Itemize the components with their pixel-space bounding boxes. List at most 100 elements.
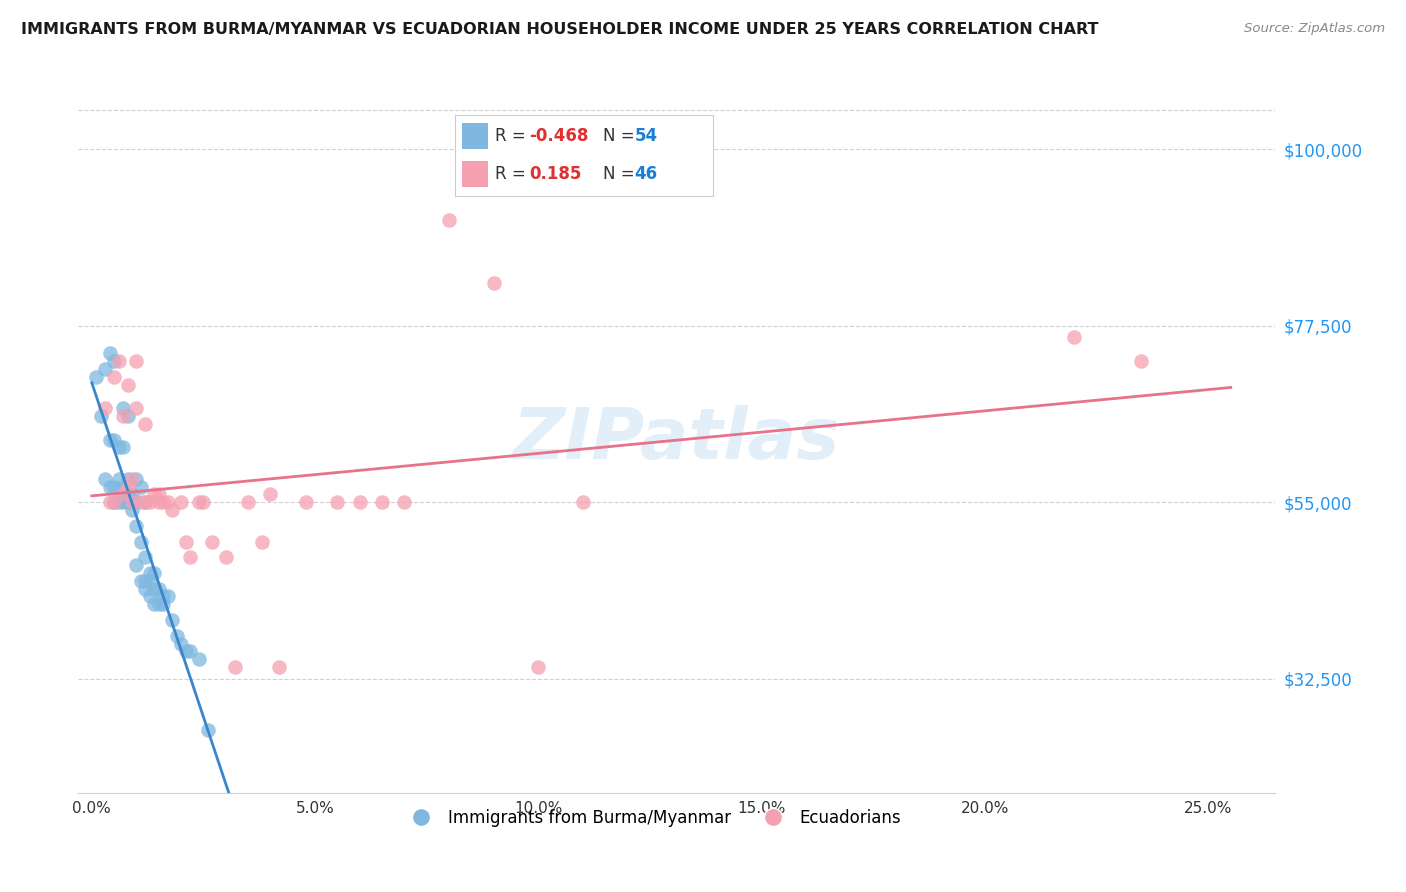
Text: IMMIGRANTS FROM BURMA/MYANMAR VS ECUADORIAN HOUSEHOLDER INCOME UNDER 25 YEARS CO: IMMIGRANTS FROM BURMA/MYANMAR VS ECUADOR… [21, 22, 1098, 37]
Point [139, 566, 162, 580]
Point [156, 590, 179, 604]
Point [143, 597, 166, 611]
Point [121, 472, 143, 486]
Point [143, 566, 166, 580]
Point [107, 441, 129, 455]
Point [121, 487, 143, 501]
Point [160, 613, 183, 627]
Text: ZIPatlas: ZIPatlas [513, 405, 841, 474]
Point [295, 495, 318, 509]
Point [125, 495, 148, 509]
Point [117, 495, 139, 509]
Point [121, 495, 143, 509]
Point [117, 377, 139, 392]
Point [125, 558, 148, 572]
Point [125, 401, 148, 416]
Point [179, 644, 201, 658]
Point [103, 354, 125, 368]
Point [250, 534, 273, 549]
Point [125, 472, 148, 486]
Point [103, 369, 125, 384]
Point [143, 582, 166, 596]
Point [112, 480, 135, 494]
Point [94, 401, 117, 416]
Point [139, 590, 162, 604]
Point [98, 480, 121, 494]
Point [139, 574, 162, 588]
Point [174, 534, 197, 549]
Point [371, 495, 394, 509]
Point [107, 495, 129, 509]
Point [134, 495, 156, 509]
Point [134, 495, 156, 509]
Point [572, 495, 595, 509]
Point [107, 354, 129, 368]
Point [166, 629, 188, 643]
Point [148, 487, 170, 501]
Point [170, 495, 193, 509]
Point [224, 660, 246, 674]
Point [134, 582, 156, 596]
Point [112, 495, 135, 509]
Point [117, 409, 139, 423]
Point [148, 582, 170, 596]
Point [1063, 330, 1085, 344]
Point [134, 574, 156, 588]
Point [215, 550, 238, 565]
Point [117, 480, 139, 494]
Point [134, 417, 156, 431]
Point [156, 495, 179, 509]
Point [160, 503, 183, 517]
Point [1130, 354, 1153, 368]
Point [259, 487, 281, 501]
Point [269, 660, 291, 674]
Point [125, 518, 148, 533]
Point [98, 495, 121, 509]
Point [394, 495, 416, 509]
Point [98, 433, 121, 447]
Point [112, 441, 135, 455]
Point [112, 401, 135, 416]
Point [103, 433, 125, 447]
Point [112, 409, 135, 423]
Point [103, 480, 125, 494]
Point [84, 369, 107, 384]
Legend: Immigrants from Burma/Myanmar, Ecuadorians: Immigrants from Burma/Myanmar, Ecuadoria… [398, 803, 908, 834]
Point [148, 597, 170, 611]
Point [188, 652, 211, 666]
Text: Source: ZipAtlas.com: Source: ZipAtlas.com [1244, 22, 1385, 36]
Point [90, 409, 112, 423]
Point [134, 550, 156, 565]
Point [94, 472, 117, 486]
Point [112, 487, 135, 501]
Point [117, 487, 139, 501]
Point [117, 472, 139, 486]
Point [152, 597, 174, 611]
Point [326, 495, 349, 509]
Point [125, 354, 148, 368]
Point [98, 346, 121, 360]
Point [121, 503, 143, 517]
Point [148, 495, 170, 509]
Point [201, 534, 224, 549]
Point [129, 534, 152, 549]
Point [107, 472, 129, 486]
Point [94, 362, 117, 376]
Point [143, 487, 166, 501]
Point [139, 495, 162, 509]
Point [179, 550, 201, 565]
Point [437, 212, 460, 227]
Point [527, 660, 550, 674]
Point [197, 723, 219, 737]
Point [129, 574, 152, 588]
Point [103, 495, 125, 509]
Point [188, 495, 211, 509]
Point [174, 644, 197, 658]
Point [193, 495, 215, 509]
Point [349, 495, 371, 509]
Point [152, 495, 174, 509]
Point [152, 590, 174, 604]
Point [129, 495, 152, 509]
Point [170, 636, 193, 650]
Point [236, 495, 259, 509]
